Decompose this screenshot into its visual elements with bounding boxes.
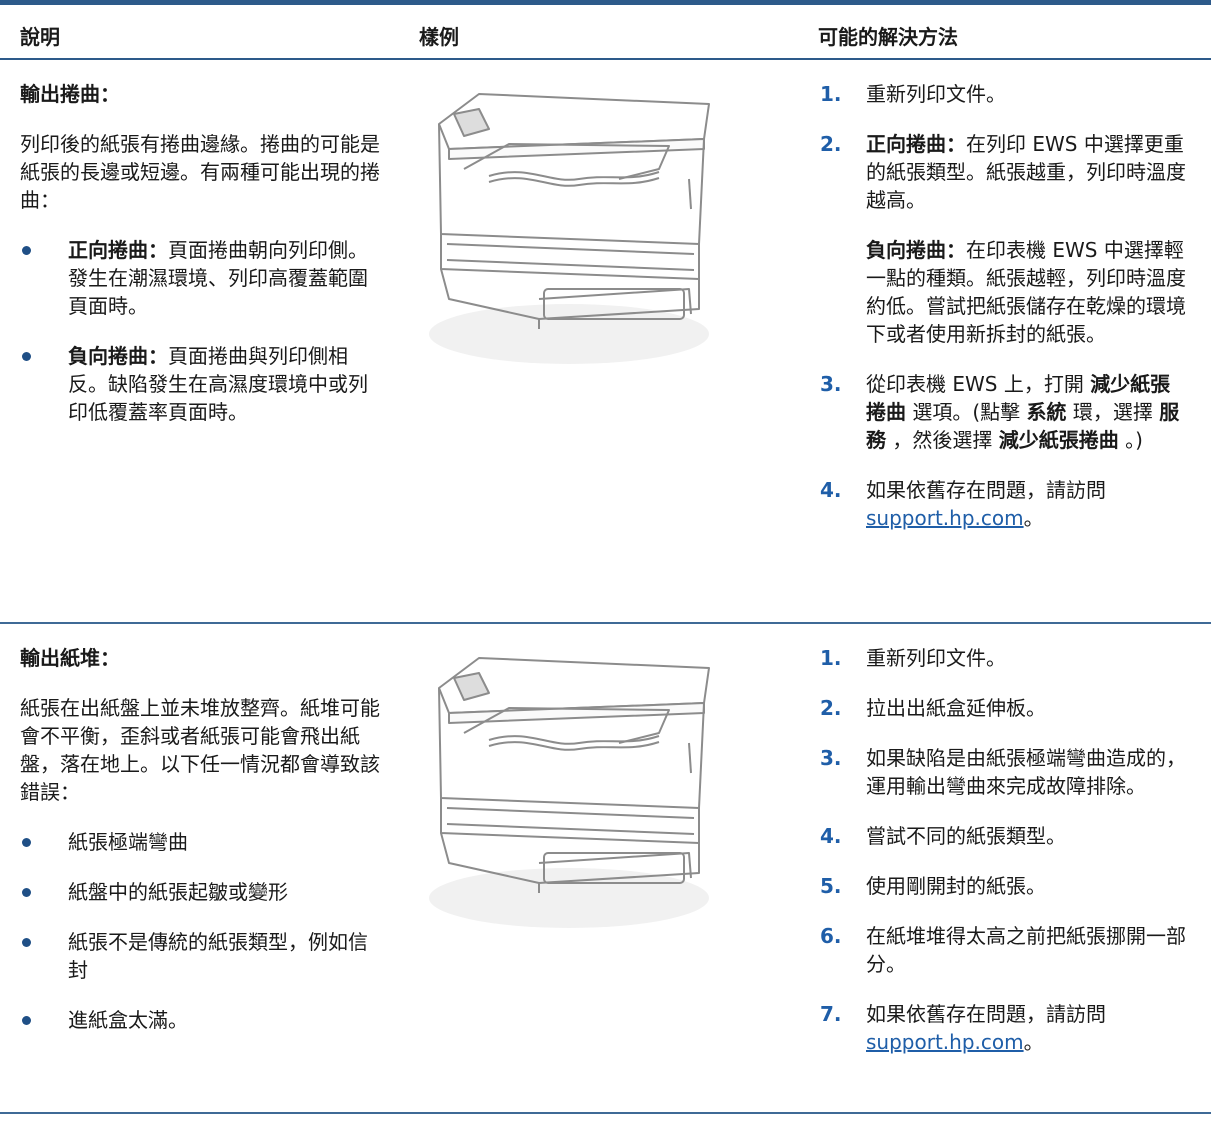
bold-text: 減少紙張捲曲 xyxy=(866,372,1171,424)
text: 如果缺陷是由紙張極端彎曲造成的，運用輸出彎曲來完成故障排除。 xyxy=(866,746,1186,798)
text: 頁面捲曲與列印側相反。缺陷發生在高濕度環境中或列印低覆蓋率頁面時。 xyxy=(68,344,368,424)
step-item: 5. 使用剛開封的紙張。 xyxy=(818,872,1190,900)
step-text: 重新列印文件。 xyxy=(866,80,1190,108)
bullet xyxy=(22,1016,31,1025)
text: 使用剛開封的紙張。 xyxy=(866,874,1046,898)
step-item: 4. 嘗試不同的紙張類型。 xyxy=(818,822,1190,850)
text: 在紙堆堆得太高之前把紙張挪開一部分。 xyxy=(866,924,1186,976)
step-text: 使用剛開封的紙張。 xyxy=(866,872,1190,900)
description: 列印後的紙張有捲曲邊緣。捲曲的可能是紙張的長邊或短邊。有兩種可能出現的捲曲： xyxy=(20,132,380,212)
row-title: 輸出捲曲： xyxy=(20,82,120,106)
description-cell: 輸出捲曲： 列印後的紙張有捲曲邊緣。捲曲的可能是紙張的長邊或短邊。有兩種可能出現的… xyxy=(20,80,382,448)
text: 。) xyxy=(1118,428,1143,452)
text: 。 xyxy=(1023,506,1044,530)
header-cell: 說明 xyxy=(20,25,60,49)
bullet-item: 正向捲曲：頁面捲曲朝向列印側。發生在潮濕環境、列印高覆蓋範圍頁面時。 xyxy=(20,236,382,320)
step-item: 3. 從印表機 EWS 上，打開 減少紙張捲曲 選項。(點擊 系統 環，選擇 服務… xyxy=(818,370,1190,454)
bullet xyxy=(22,246,31,255)
bullet xyxy=(22,938,31,947)
bullet xyxy=(22,352,31,361)
bold-text: 減少紙張捲曲 xyxy=(998,428,1119,452)
bullet xyxy=(22,888,31,897)
bullet-item: 紙張極端彎曲 xyxy=(20,828,382,856)
step-number: 4. xyxy=(820,824,842,848)
bullet-item: 紙盤中的紙張起皺或變形 xyxy=(20,878,382,906)
header-cell: 樣例 xyxy=(419,25,459,49)
text: ，然後選擇 xyxy=(886,428,999,452)
bullet xyxy=(22,838,31,847)
bold-text: 系統 xyxy=(1026,400,1067,424)
text: 頁面捲曲朝向列印側。發生在潮濕環境、列印高覆蓋範圍頁面時。 xyxy=(68,238,368,318)
step-number: 3. xyxy=(820,372,842,396)
text: 從印表機 EWS 上，打開 xyxy=(866,372,1091,396)
header-cell: 可能的解決方法 xyxy=(818,25,958,49)
text: 進紙盒太滿。 xyxy=(68,1008,188,1032)
step-text: 從印表機 EWS 上，打開 減少紙張捲曲 選項。(點擊 系統 環，選擇 服務 ，… xyxy=(866,370,1190,454)
table-header: 說明 樣例 可能的解決方法 xyxy=(0,0,1211,60)
step-number: 1. xyxy=(820,82,842,106)
example-cell xyxy=(419,84,759,381)
step-text: 負向捲曲：在印表機 EWS 中選擇輕一點的種類。紙張越輕，列印時溫度約低。嘗試把… xyxy=(866,236,1190,348)
table-row: 輸出捲曲： 列印後的紙張有捲曲邊緣。捲曲的可能是紙張的長邊或短邊。有兩種可能出現的… xyxy=(0,60,1211,624)
step-item: 1. 重新列印文件。 xyxy=(818,80,1190,108)
text: 重新列印文件。 xyxy=(866,646,1006,670)
step-number: 5. xyxy=(820,874,842,898)
text: 。 xyxy=(1023,1030,1044,1054)
step-number: 4. xyxy=(820,478,842,502)
text: 紙張極端彎曲 xyxy=(68,830,188,854)
step-text: 在紙堆堆得太高之前把紙張挪開一部分。 xyxy=(866,922,1190,978)
step-item: 7. 如果依舊存在問題，請訪問 support.hp.com。 xyxy=(818,1000,1190,1056)
text: 如果依舊存在問題，請訪問 xyxy=(866,1002,1106,1026)
text: 紙張不是傳統的紙張類型，例如信封 xyxy=(68,930,368,982)
text: 嘗試不同的紙張類型。 xyxy=(866,824,1066,848)
step-text: 拉出出紙盒延伸板。 xyxy=(866,694,1190,722)
printer-illustration xyxy=(419,648,719,938)
bold-text: 負向捲曲： xyxy=(866,238,966,262)
row-title: 輸出紙堆： xyxy=(20,646,120,670)
step-item: 2. 拉出出紙盒延伸板。 xyxy=(818,694,1190,722)
step-number: 6. xyxy=(820,924,842,948)
step-item: 6. 在紙堆堆得太高之前把紙張挪開一部分。 xyxy=(818,922,1190,978)
bullet-item: 進紙盒太滿。 xyxy=(20,1006,382,1034)
text: 環，選擇 xyxy=(1066,400,1160,424)
step-text: 如果缺陷是由紙張極端彎曲造成的，運用輸出彎曲來完成故障排除。 xyxy=(866,744,1190,800)
bold-text: 負向捲曲： xyxy=(68,344,168,368)
text: 選項。(點擊 xyxy=(906,400,1027,424)
bold-text: 正向捲曲： xyxy=(68,238,168,262)
step-text: 正向捲曲：在列印 EWS 中選擇更重的紙張類型。紙張越重，列印時溫度越高。 xyxy=(866,130,1190,214)
description-cell: 輸出紙堆： 紙張在出紙盤上並未堆放整齊。紙堆可能會不平衡，歪斜或者紙張可能會飛出紙… xyxy=(20,644,382,1056)
step-text: 嘗試不同的紙張類型。 xyxy=(866,822,1190,850)
solution-cell: 1. 重新列印文件。 2. 正向捲曲：在列印 EWS 中選擇更重的紙張類型。紙張越重，… xyxy=(818,80,1190,554)
printer-illustration xyxy=(419,84,719,374)
text: 在印表機 EWS 中選擇輕一點的種類。紙張越輕，列印時溫度約低。嘗試把紙張儲存在… xyxy=(866,238,1186,346)
text: 如果依舊存在問題，請訪問 xyxy=(866,478,1106,502)
step-number: 7. xyxy=(820,1002,842,1026)
text: 拉出出紙盒延伸板。 xyxy=(866,696,1046,720)
step-text: 如果依舊存在問題，請訪問 support.hp.com。 xyxy=(866,476,1190,532)
step-item: 3. 如果缺陷是由紙張極端彎曲造成的，運用輸出彎曲來完成故障排除。 xyxy=(818,744,1190,800)
support-link[interactable]: support.hp.com xyxy=(866,1030,1024,1054)
bold-text: 服務 xyxy=(866,400,1180,452)
step-number: 3. xyxy=(820,746,842,770)
table-row: 輸出紙堆： 紙張在出紙盤上並未堆放整齊。紙堆可能會不平衡，歪斜或者紙張可能會飛出紙… xyxy=(0,624,1211,1114)
bullet-item: 負向捲曲：頁面捲曲與列印側相反。缺陷發生在高濕度環境中或列印低覆蓋率頁面時。 xyxy=(20,342,382,426)
step-item: 1. 重新列印文件。 xyxy=(818,644,1190,672)
step-item: 4. 如果依舊存在問題，請訪問 support.hp.com。 xyxy=(818,476,1190,532)
step-text: 重新列印文件。 xyxy=(866,644,1190,672)
bold-text: 正向捲曲： xyxy=(866,132,966,156)
bullet-item: 紙張不是傳統的紙張類型，例如信封 xyxy=(20,928,382,984)
solution-cell: 1. 重新列印文件。 2. 拉出出紙盒延伸板。 3. 如果缺陷是由紙張極端彎曲造成的，運用… xyxy=(818,644,1190,1078)
example-cell xyxy=(419,648,759,945)
text: 紙盤中的紙張起皺或變形 xyxy=(68,880,288,904)
text: 在列印 EWS 中選擇更重的紙張類型。紙張越重，列印時溫度越高。 xyxy=(866,132,1186,212)
support-link[interactable]: support.hp.com xyxy=(866,506,1024,530)
step-number: 2. xyxy=(820,696,842,720)
step-text: 如果依舊存在問題，請訪問 support.hp.com。 xyxy=(866,1000,1190,1056)
description: 紙張在出紙盤上並未堆放整齊。紙堆可能會不平衡，歪斜或者紙張可能會飛出紙盤，落在地… xyxy=(20,696,380,804)
step-item: 2. 正向捲曲：在列印 EWS 中選擇更重的紙張類型。紙張越重，列印時溫度越高。負… xyxy=(818,130,1190,348)
text: 重新列印文件。 xyxy=(866,82,1006,106)
step-number: 2. xyxy=(820,132,842,156)
step-number: 1. xyxy=(820,646,842,670)
